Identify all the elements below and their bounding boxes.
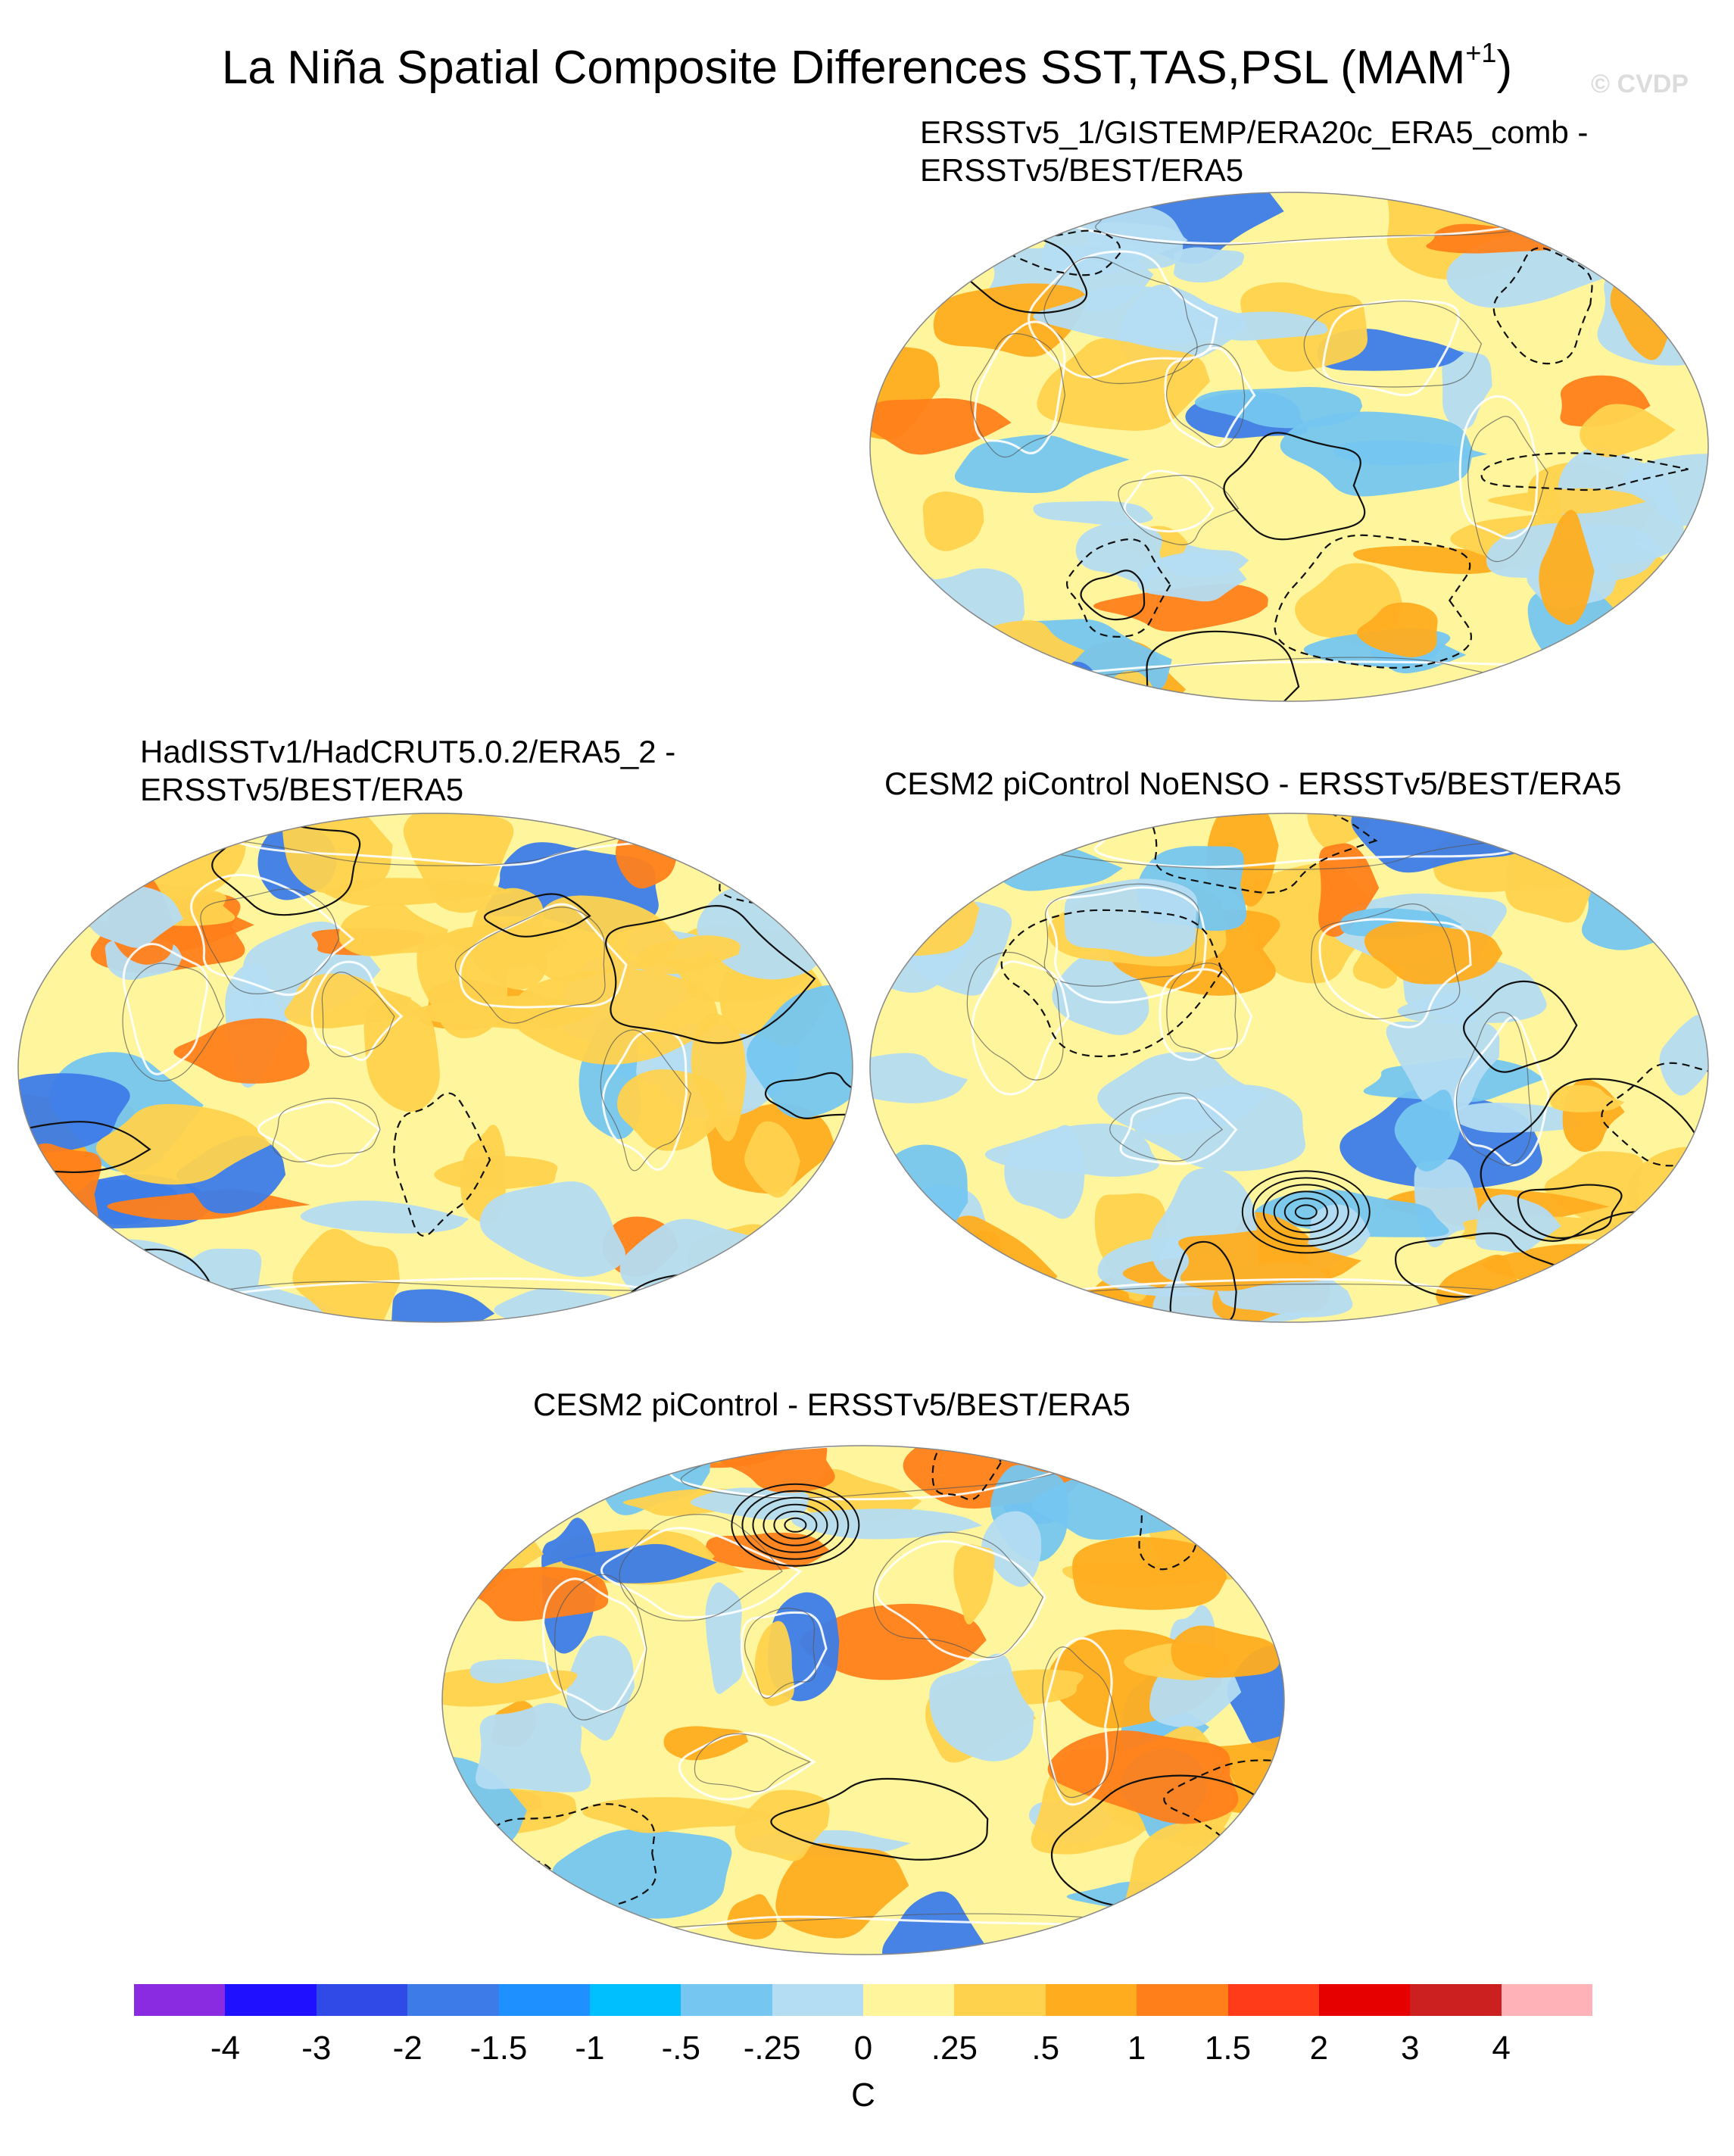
colorbar-tick-label: -2 [392,2030,423,2067]
colorbar-box [863,1984,955,2016]
colorbar-tick-label: 4 [1492,2030,1511,2067]
panel-4-title: CESM2 piControl - ERSSTv5/BEST/ERA5 [533,1386,1131,1424]
panel-4-map [441,1445,1285,1955]
colorbar-box [954,1984,1046,2016]
colorbar-box [1410,1984,1502,2016]
panel-2-map [17,813,853,1323]
colorbar-box [316,1984,408,2016]
colorbar-tick-label: 2 [1309,2030,1329,2067]
colorbar-tick-label: 0 [853,2030,873,2067]
colorbar-box [1227,1984,1319,2016]
colorbar-box [407,1984,499,2016]
panel-2-title-line1: HadISSTv1/HadCRUT5.0.2/ERA5_2 - [140,734,676,769]
colorbar-tick-label: -1 [575,2030,605,2067]
cvdp-watermark: © CVDP [1591,70,1689,98]
panel-2-title-line2: ERSSTv5/BEST/ERA5 [140,772,464,807]
colorbar-box [1137,1984,1228,2016]
colorbar-box [589,1984,681,2016]
figure-title-superscript: +1 [1465,37,1497,68]
colorbar-box [1501,1984,1592,2016]
colorbar-tick-label: -.25 [743,2030,801,2067]
colorbar-tick-label: -4 [210,2030,240,2067]
colorbar-tick-label: .25 [931,2030,978,2067]
colorbar-tick-label: 3 [1401,2030,1420,2067]
panel-3-map [869,813,1709,1323]
colorbar-tick-label: -.5 [661,2030,700,2067]
colorbar-tick-label: 1 [1127,2030,1146,2067]
colorbar-box [225,1984,317,2016]
colorbar-box [1045,1984,1137,2016]
figure-title: La Niña Spatial Composite Differences SS… [0,23,1734,98]
colorbar-tick-label: .5 [1031,2030,1060,2067]
colorbar-box [134,1984,226,2016]
colorbar-box [772,1984,863,2016]
colorbar-box [498,1984,590,2016]
figure-title-text: La Niña Spatial Composite Differences SS… [221,42,1466,94]
panel-3-title: CESM2 piControl NoENSO - ERSSTv5/BEST/ER… [884,765,1621,803]
colorbar [134,1984,1592,2016]
colorbar-box [681,1984,772,2016]
colorbar-tick-label: -3 [301,2030,332,2067]
panel-1-map [869,192,1709,702]
colorbar-tick-label: -1.5 [469,2030,528,2067]
figure-title-close: ) [1496,42,1513,94]
colorbar-unit: C [851,2076,875,2114]
colorbar-tick-label: 1.5 [1204,2030,1252,2067]
panel-1-title-line1: ERSSTv5_1/GISTEMP/ERA20c_ERA5_comb - [920,114,1589,150]
panel-1-title-line2: ERSSTv5/BEST/ERA5 [920,152,1244,188]
panel-4-title-line1: CESM2 piControl - ERSSTv5/BEST/ERA5 [533,1387,1131,1422]
panel-3-title-line1: CESM2 piControl NoENSO - ERSSTv5/BEST/ER… [884,766,1622,801]
panel-1-title: ERSSTv5_1/GISTEMP/ERA20c_ERA5_comb - ERS… [920,114,1588,189]
panel-2-title: HadISSTv1/HadCRUT5.0.2/ERA5_2 - ERSSTv5/… [140,733,675,809]
colorbar-box [1318,1984,1411,2016]
